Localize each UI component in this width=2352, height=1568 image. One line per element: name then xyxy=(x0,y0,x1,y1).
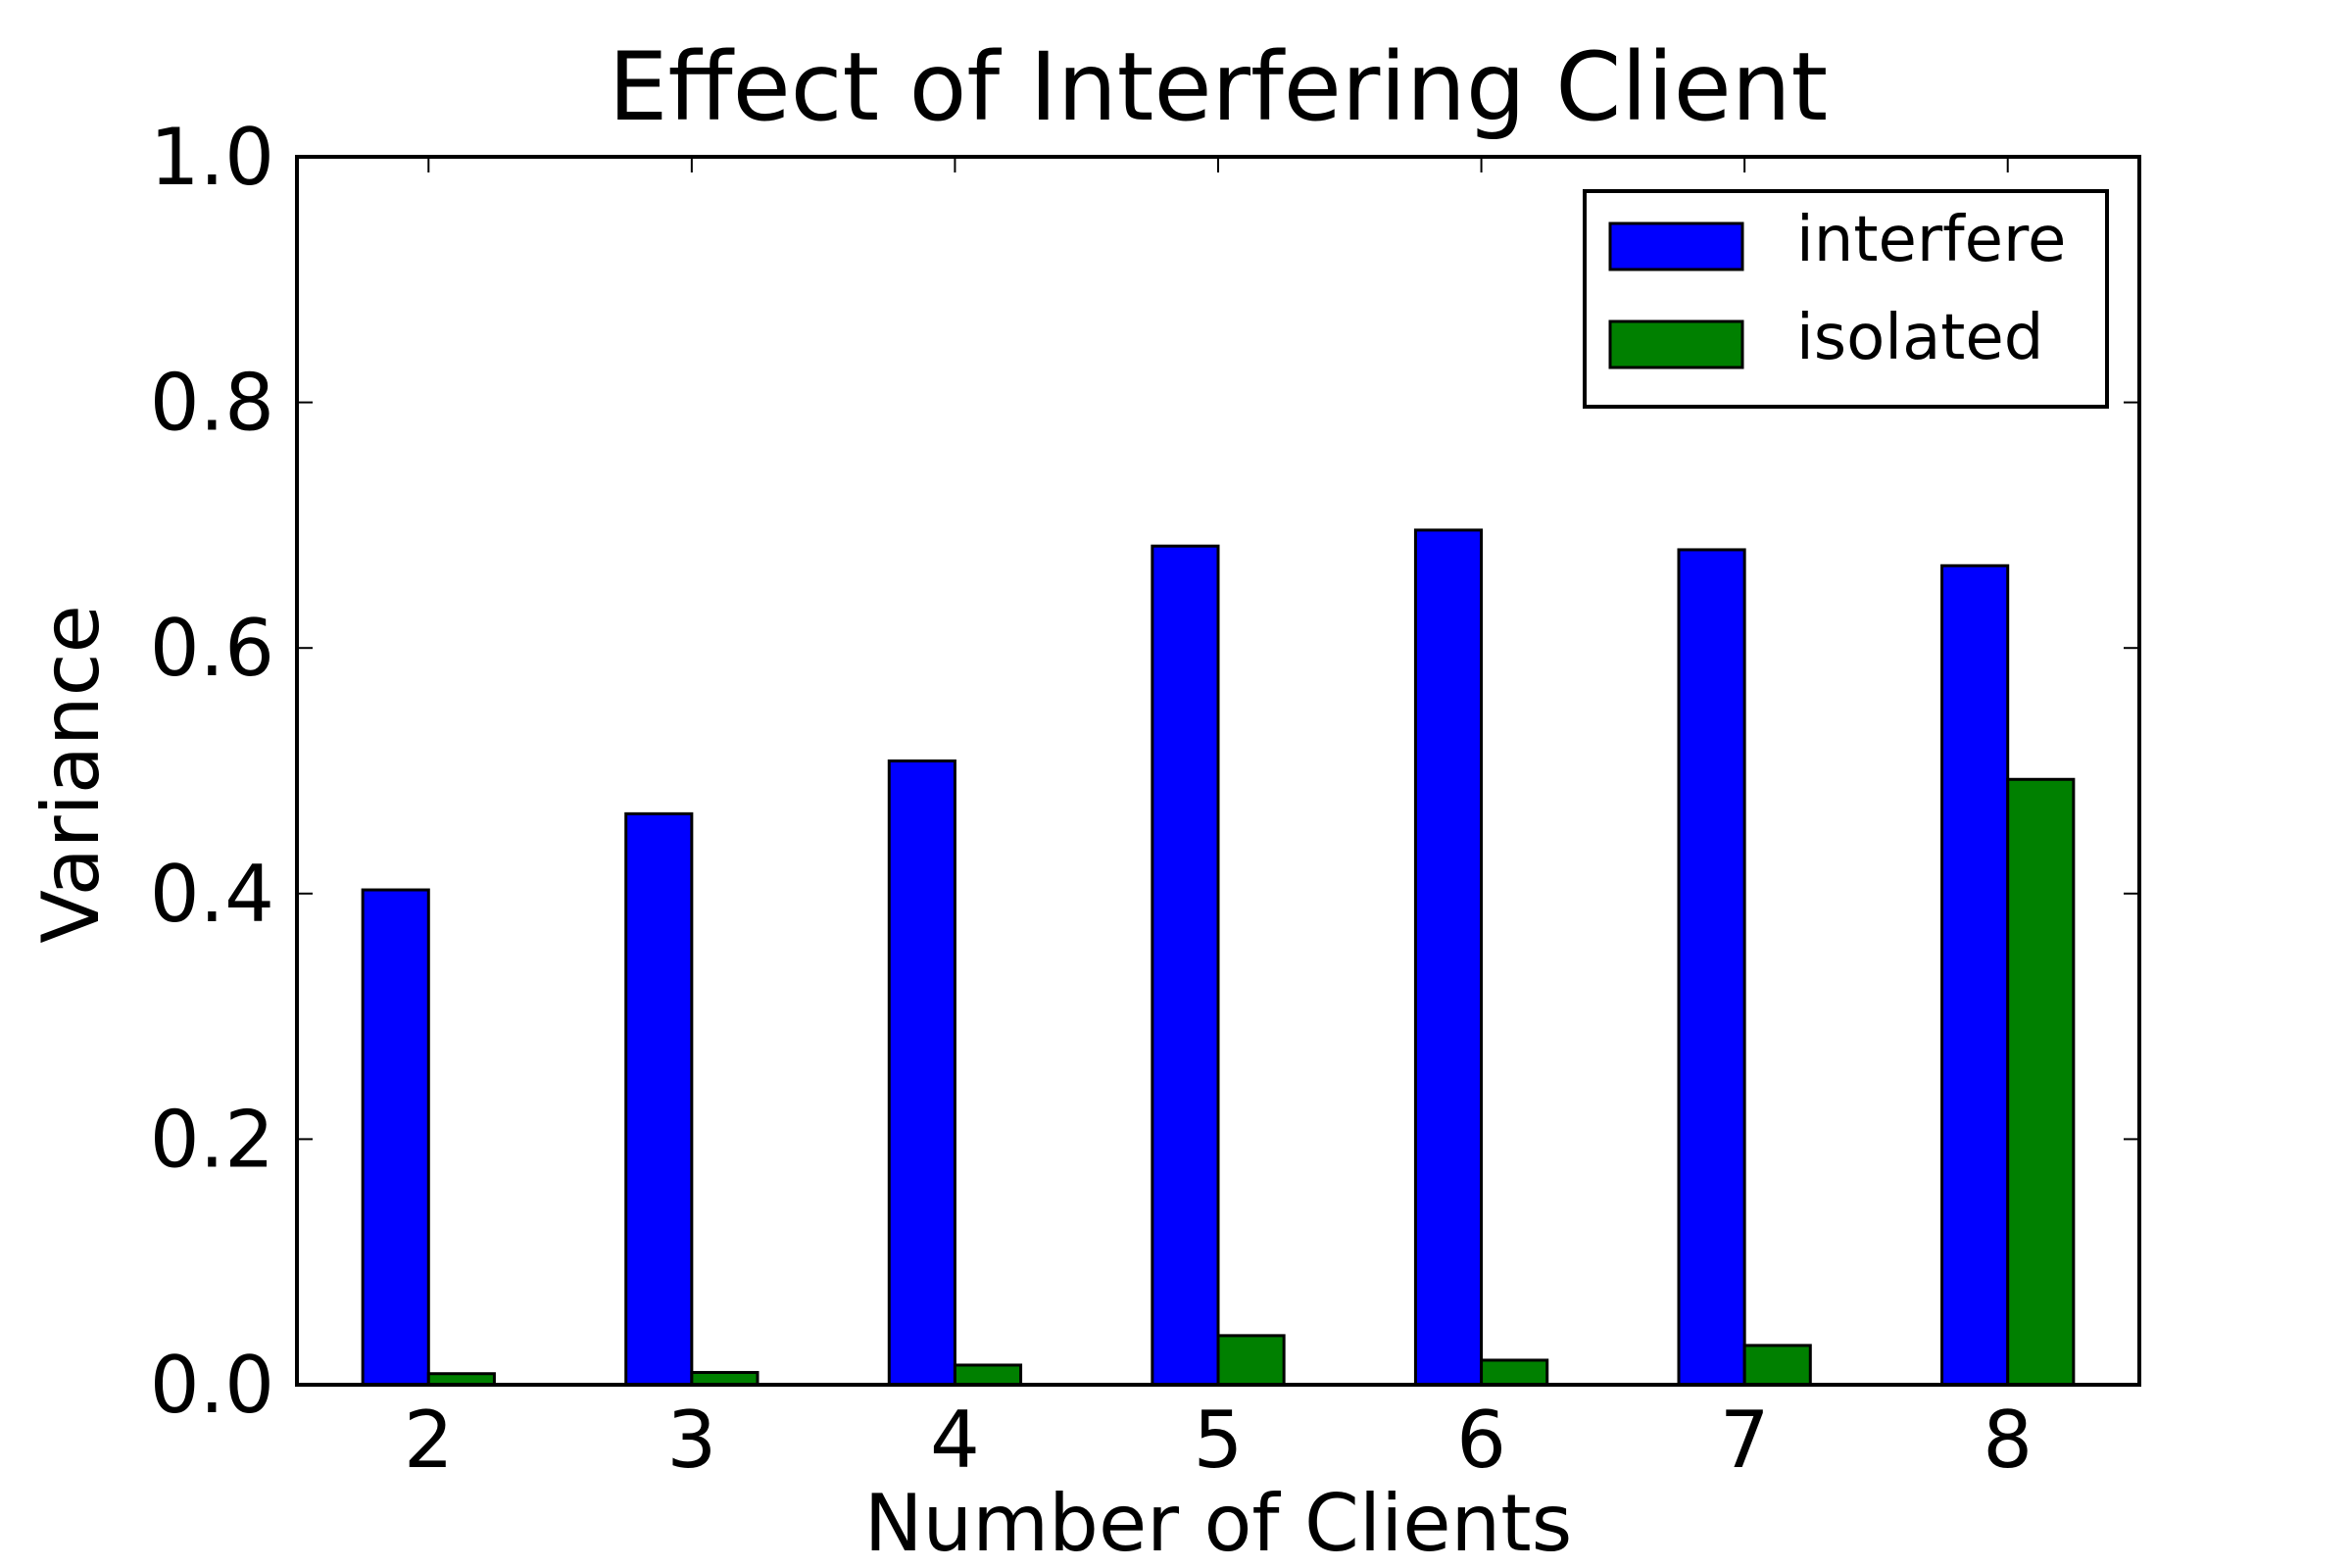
bar-interfere-5 xyxy=(1151,544,1220,1387)
legend-entries: interfere isolated xyxy=(1608,204,2066,374)
tick-labels-layer: 2 3 4 5 6 7 8 0.0 0.2 0.4 0.6 0.8 1.0 xyxy=(150,112,2033,1486)
bar-isolated-8 xyxy=(2006,777,2076,1387)
legend-label-interfere: interfere xyxy=(1796,204,2066,276)
bar-interfere-4 xyxy=(887,759,956,1387)
chart-title: Effect of Interfering Client xyxy=(609,32,1828,142)
x-axis-label: Number of Clients xyxy=(864,1478,1573,1568)
x-tick-label-5: 5 xyxy=(1194,1395,1244,1486)
y-tick-label-1.0: 1.0 xyxy=(150,112,274,203)
y-tick-label-0.0: 0.0 xyxy=(150,1340,274,1431)
x-tick-label-7: 7 xyxy=(1720,1395,1770,1486)
x-tick-label-8: 8 xyxy=(1983,1395,2033,1486)
x-tick-label-2: 2 xyxy=(404,1395,454,1486)
x-tick-label-6: 6 xyxy=(1456,1395,1506,1486)
bars-layer xyxy=(361,528,2076,1387)
x-tick-label-4: 4 xyxy=(930,1395,980,1486)
bar-interfere-3 xyxy=(624,811,694,1387)
legend-swatch-interfere xyxy=(1608,221,1744,271)
bar-isolated-7 xyxy=(1742,1344,1812,1387)
y-tick-label-0.6: 0.6 xyxy=(150,603,274,694)
plot-frame xyxy=(295,155,2141,1387)
bar-isolated-5 xyxy=(1216,1334,1286,1387)
x-tick-label-3: 3 xyxy=(666,1395,716,1486)
legend-label-isolated: isolated xyxy=(1796,302,2043,374)
y-tick-label-0.2: 0.2 xyxy=(150,1094,274,1185)
bar-interfere-2 xyxy=(361,888,430,1387)
bar-isolated-6 xyxy=(1480,1358,1549,1387)
bar-interfere-8 xyxy=(1940,564,2010,1387)
legend-swatch-isolated xyxy=(1608,319,1744,369)
bar-interfere-7 xyxy=(1677,548,1746,1387)
y-tick-label-0.4: 0.4 xyxy=(150,849,274,940)
y-axis-label: Variance xyxy=(25,605,117,944)
legend: interfere isolated xyxy=(1583,189,2109,409)
bar-interfere-6 xyxy=(1413,528,1484,1387)
y-tick-label-0.8: 0.8 xyxy=(150,358,274,449)
bar-isolated-4 xyxy=(953,1363,1023,1387)
